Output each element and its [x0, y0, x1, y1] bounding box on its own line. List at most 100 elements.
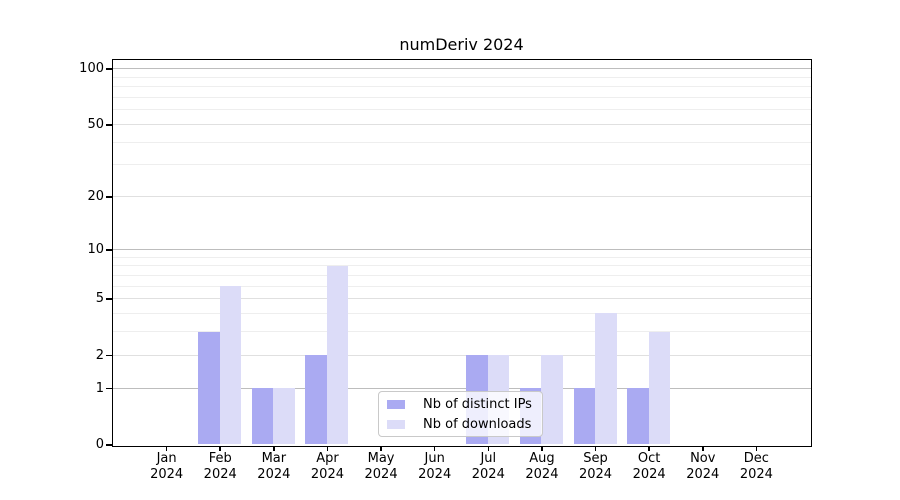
- x-tick-label-year: 2024: [418, 467, 452, 482]
- y-tick-mark: [106, 444, 112, 446]
- x-tick-label-month: Jan: [156, 451, 177, 466]
- y-tick-label: 100: [79, 61, 104, 77]
- chart-title: numDeriv 2024: [399, 35, 524, 54]
- x-tick-label: Nov 2024: [671, 451, 735, 483]
- x-tick-mark: [594, 446, 597, 451]
- y-tick-label: 2: [95, 347, 104, 363]
- y-tick-label: 0: [95, 437, 104, 452]
- bar-distinct-ips: [305, 355, 327, 445]
- x-tick-label: Apr 2024: [295, 451, 359, 483]
- x-tick-label-month: Oct: [637, 451, 661, 466]
- legend-swatch: [387, 399, 405, 409]
- bar-downloads: [273, 388, 295, 445]
- gridline-minor: [112, 256, 811, 258]
- x-tick-mark: [541, 446, 543, 451]
- x-tick-mark: [273, 446, 275, 451]
- x-tick-label-year: 2024: [739, 467, 773, 482]
- gridline-minor: [112, 331, 811, 333]
- x-tick-label: Jul 2024: [456, 451, 520, 483]
- y-tick-label: 20: [87, 189, 104, 205]
- x-tick-label-month: Sep: [583, 451, 608, 466]
- bar-downloads: [326, 265, 349, 445]
- x-tick-label: Mar 2024: [242, 451, 306, 483]
- gridline-minor: [112, 86, 811, 88]
- gridline-minor: [112, 76, 811, 78]
- bar-distinct-ips: [251, 388, 274, 445]
- y-tick-label: 50: [87, 116, 104, 132]
- bar-distinct-ips: [198, 331, 220, 445]
- x-tick-label: Aug 2024: [510, 451, 574, 483]
- legend-item: Nb of distinct IPs: [387, 396, 534, 413]
- gridline-major: [112, 123, 811, 125]
- legend-item: Nb of downloads: [387, 416, 534, 433]
- y-tick-mark: [106, 68, 112, 70]
- x-tick-label-year: 2024: [471, 467, 505, 482]
- x-tick-mark: [165, 446, 168, 451]
- gridline-minor: [112, 96, 811, 98]
- y-tick-label: 10: [87, 241, 104, 257]
- gridline-major: [112, 298, 811, 300]
- y-tick-label: 5: [95, 291, 104, 307]
- gridline-minor: [112, 285, 811, 287]
- y-tick-mark: [106, 124, 112, 126]
- x-tick-label: Jan 2024: [135, 451, 199, 483]
- bar-downloads: [648, 331, 671, 445]
- x-tick-label-month: Feb: [208, 451, 232, 466]
- y-tick-mark: [106, 298, 112, 300]
- x-tick-label: May 2024: [349, 451, 413, 483]
- gridline-minor: [112, 265, 811, 267]
- legend-swatch: [387, 419, 405, 429]
- x-tick-label-month: May: [367, 451, 395, 466]
- x-tick-label: Oct 2024: [617, 451, 681, 483]
- x-tick-label-year: 2024: [203, 467, 237, 482]
- x-tick-mark: [648, 446, 650, 451]
- x-tick-label-month: Apr: [316, 451, 339, 466]
- x-tick-label-year: 2024: [632, 467, 666, 482]
- x-tick-label-year: 2024: [310, 467, 344, 482]
- x-tick-label-year: 2024: [150, 467, 184, 482]
- x-tick-mark: [326, 446, 329, 451]
- x-tick-label-year: 2024: [686, 467, 720, 482]
- y-tick-mark: [106, 354, 112, 357]
- x-tick-label: Sep 2024: [564, 451, 628, 483]
- x-tick-label-year: 2024: [578, 467, 613, 482]
- bar-distinct-ips: [573, 388, 596, 445]
- gridline-minor: [112, 164, 811, 166]
- x-tick-mark: [219, 446, 221, 451]
- x-tick-label-month: Jul: [480, 451, 497, 466]
- y-tick-label: 1: [95, 380, 104, 396]
- gridline-minor: [112, 274, 811, 276]
- x-tick-mark: [702, 446, 704, 451]
- bar-downloads: [595, 313, 617, 445]
- x-tick-label: Feb 2024: [188, 451, 252, 483]
- x-tick-label-year: 2024: [525, 467, 559, 482]
- legend-label: Nb of downloads: [423, 416, 532, 432]
- bar-distinct-ips: [627, 388, 649, 445]
- gridline-decade: [112, 387, 811, 389]
- bar-downloads: [219, 286, 242, 445]
- bar-downloads: [541, 355, 563, 445]
- x-tick-mark: [380, 446, 382, 451]
- x-tick-label-month: Aug: [529, 451, 555, 466]
- gridline-minor: [112, 109, 811, 111]
- x-tick-label-year: 2024: [257, 467, 291, 482]
- x-tick-mark: [487, 446, 490, 451]
- y-tick-mark: [106, 249, 112, 251]
- x-tick-label-year: 2024: [364, 467, 398, 482]
- gridline-major: [112, 354, 811, 356]
- gridline-minor: [112, 312, 811, 314]
- gridline-major: [112, 196, 811, 198]
- legend-label: Nb of distinct IPs: [423, 396, 532, 412]
- x-tick-label-month: Jun: [424, 451, 445, 466]
- gridline-decade: [112, 248, 811, 250]
- plot-area: [111, 58, 812, 447]
- gridline-decade: [112, 68, 811, 70]
- x-tick-mark: [755, 446, 758, 451]
- y-tick-mark: [106, 196, 112, 198]
- legend: Nb of distinct IPs Nb of downloads: [378, 391, 543, 437]
- x-tick-mark: [433, 446, 436, 451]
- x-tick-label: Jun 2024: [403, 451, 467, 483]
- x-tick-label-month: Mar: [261, 451, 287, 466]
- x-tick-label: Dec 2024: [724, 451, 788, 483]
